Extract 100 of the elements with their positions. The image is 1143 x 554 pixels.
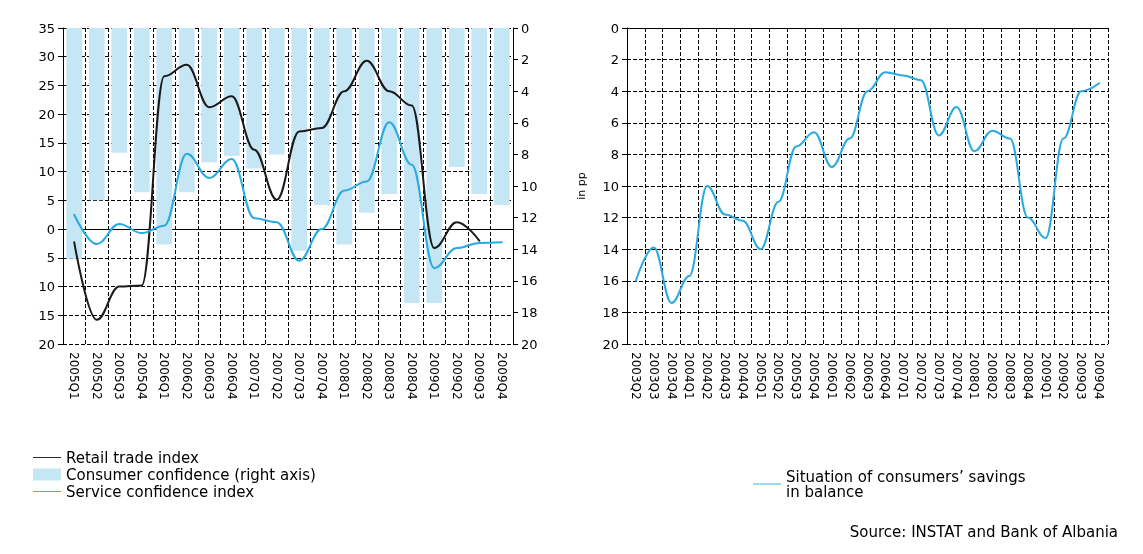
x-tick-label: 2006Q1: [824, 352, 839, 400]
x-tick-label: 2004Q4: [735, 352, 750, 400]
legend-label: Situation of consumers’ savings in balance: [786, 467, 1031, 501]
x-tick-label: 2006Q1: [157, 352, 172, 400]
y2-tick-label: 2: [521, 52, 530, 68]
y-tick-label: 25: [38, 77, 55, 93]
line-series: [73, 121, 503, 270]
y2-tick-label: 12: [521, 210, 538, 226]
x-tick-label: 2008Q3: [1003, 352, 1018, 400]
x-tick-label: 2009Q2: [1056, 352, 1071, 400]
y2-tick-label: 10: [521, 178, 538, 194]
bar: [156, 28, 173, 245]
y2-tick-label: 20: [521, 336, 538, 352]
bar: [471, 28, 488, 194]
x-tick-label: 2005Q3: [112, 352, 127, 400]
bar: [381, 28, 398, 194]
y-tick-label: 35: [38, 20, 55, 36]
x-tick-label: 2005Q4: [807, 352, 822, 400]
bar: [448, 28, 465, 168]
bar: [313, 28, 330, 205]
x-tick-label: 2008Q3: [382, 352, 397, 400]
x-tick-label: 2005Q1: [67, 352, 82, 400]
x-tick-label: 2004Q3: [717, 352, 732, 400]
bar: [291, 28, 308, 251]
x-tick-label: 2007Q3: [292, 352, 307, 400]
x-tick-label: 2008Q4: [404, 352, 419, 400]
y-tick-label: 8: [610, 146, 619, 162]
y2-tick-label: 14: [521, 241, 538, 257]
y-tick-label: 0: [46, 221, 55, 237]
bar: [268, 28, 285, 155]
bar: [66, 28, 83, 259]
y-tick-label: 2: [610, 52, 619, 68]
x-tick-label: 2007Q2: [269, 352, 284, 400]
y2-tick-label: 0: [521, 20, 530, 36]
x-tick-label: 2007Q1: [247, 352, 262, 400]
x-tick-label: 2007Q2: [913, 352, 928, 400]
x-tick-label: 2004Q1: [682, 352, 697, 400]
x-tick-label: 2005Q4: [134, 352, 149, 400]
y-tick-label: 15: [38, 307, 55, 323]
x-tick-label: 2006Q3: [860, 352, 875, 400]
bar: [358, 28, 375, 213]
bar: [493, 28, 510, 205]
y2-tick-label: 4: [521, 83, 530, 99]
bar: [246, 28, 263, 169]
bar: [133, 28, 150, 193]
y2-tick-label: 16: [521, 273, 538, 289]
y-tick-label: 10: [38, 164, 55, 180]
y-tick-label: 5: [46, 250, 55, 266]
x-tick-label: 2009Q1: [427, 352, 442, 400]
y-tick-label: 10: [38, 279, 55, 295]
x-tick-label: 2003Q2: [628, 352, 643, 400]
x-tick-label: 2009Q4: [494, 352, 509, 400]
y-tick-label: 30: [38, 49, 55, 65]
y-tick-label: 20: [602, 336, 619, 352]
x-tick-label: 2007Q4: [949, 352, 964, 400]
y-tick-label: 10: [602, 178, 619, 194]
x-tick-label: 2005Q2: [89, 352, 104, 400]
x-tick-label: 2003Q4: [664, 352, 679, 400]
y-tick-label: 15: [38, 135, 55, 151]
x-tick-label: 2008Q1: [337, 352, 352, 400]
y-axis-title: in pp: [575, 172, 588, 200]
legend-label: Service confidence index: [66, 482, 255, 501]
x-tick-label: 2007Q3: [931, 352, 946, 400]
bar: [336, 28, 353, 245]
x-tick-label: 2005Q1: [753, 352, 768, 400]
x-tick-label: 2009Q3: [472, 352, 487, 400]
y-tick-label: 0: [610, 20, 619, 36]
x-tick-label: 2008Q2: [985, 352, 1000, 400]
y-tick-label: 20: [38, 106, 55, 122]
x-tick-label: 2008Q4: [1020, 352, 1035, 400]
y-tick-label: 14: [602, 241, 619, 257]
bar: [403, 28, 420, 303]
x-tick-label: 2006Q3: [202, 352, 217, 400]
y-tick-label: 6: [610, 115, 619, 131]
y2-tick-label: 8: [521, 146, 530, 162]
bar: [201, 28, 218, 163]
y-tick-label: 5: [46, 192, 55, 208]
x-tick-label: 2004Q2: [700, 352, 715, 400]
y-tick-label: 16: [602, 273, 619, 289]
x-tick-label: 2008Q2: [359, 352, 374, 400]
legend-label: Consumer confidence (right axis): [66, 465, 316, 484]
bar: [178, 28, 195, 193]
bar: [111, 28, 128, 153]
bar: [223, 28, 240, 156]
x-tick-label: 2007Q4: [314, 352, 329, 400]
y-tick-label: 18: [602, 304, 619, 320]
x-tick-label: 2006Q2: [179, 352, 194, 400]
x-tick-label: 2006Q4: [878, 352, 893, 400]
y-tick-label: 4: [610, 83, 619, 99]
x-tick-label: 2007Q1: [896, 352, 911, 400]
line-series: [634, 71, 1101, 304]
x-tick-label: 2009Q3: [1074, 352, 1089, 400]
line-series: [73, 59, 481, 321]
y-tick-label: 20: [38, 336, 55, 352]
x-tick-label: 2009Q4: [1092, 352, 1107, 400]
x-tick-label: 2003Q3: [646, 352, 661, 400]
x-tick-label: 2008Q1: [967, 352, 982, 400]
x-tick-label: 2009Q2: [449, 352, 464, 400]
y-tick-label: 12: [602, 210, 619, 226]
bar: [426, 28, 443, 303]
